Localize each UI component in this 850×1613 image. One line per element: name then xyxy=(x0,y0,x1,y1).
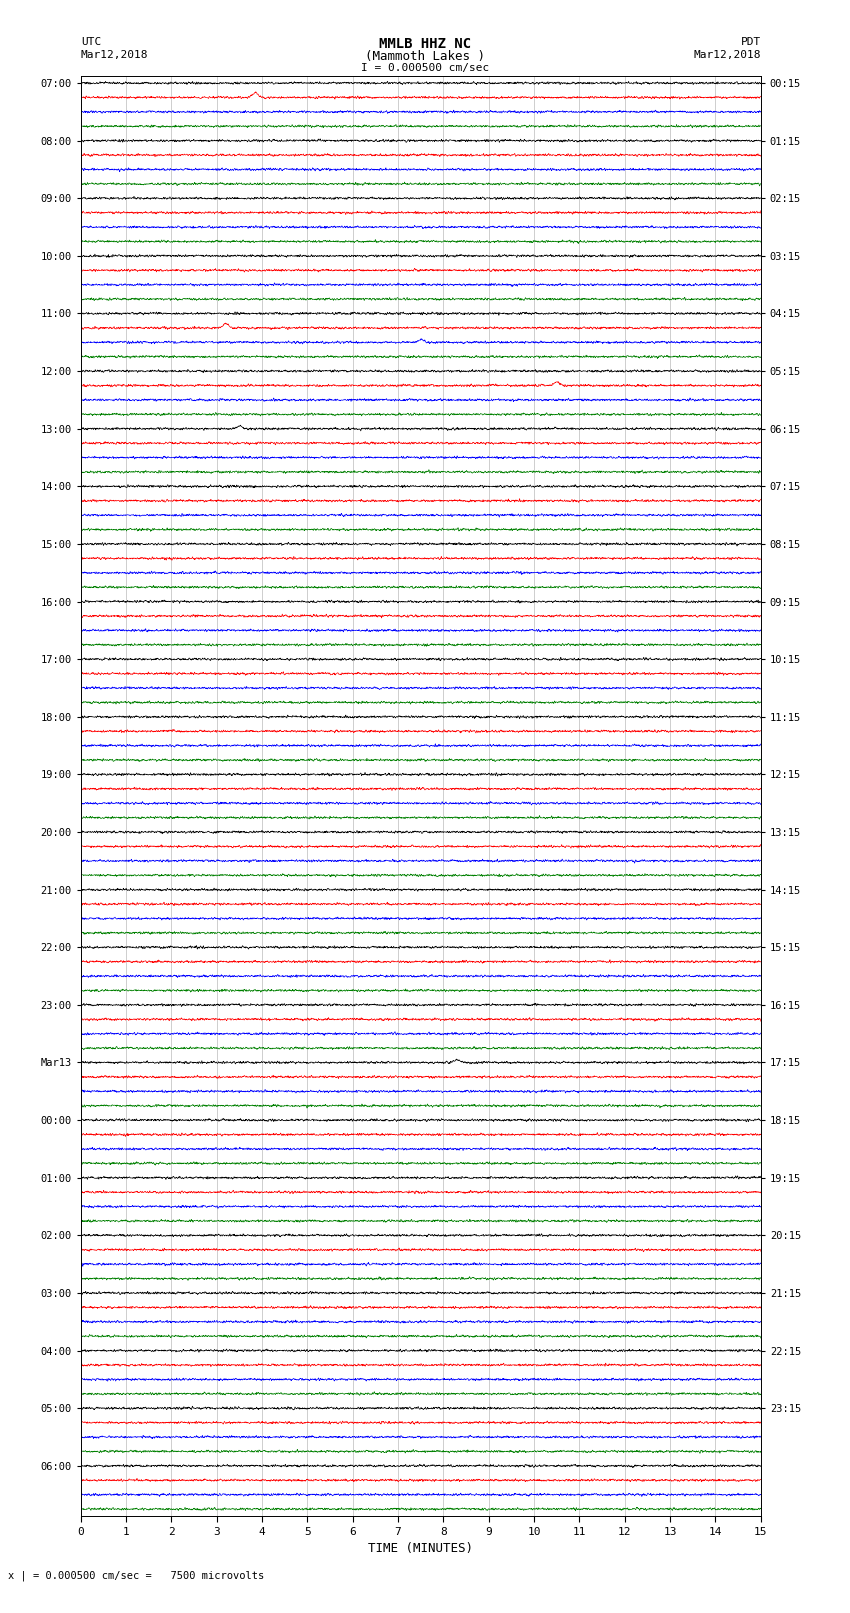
Text: PDT: PDT xyxy=(740,37,761,47)
Text: Mar12,2018: Mar12,2018 xyxy=(81,50,148,60)
Text: MMLB HHZ NC: MMLB HHZ NC xyxy=(379,37,471,52)
Text: x | = 0.000500 cm/sec =   7500 microvolts: x | = 0.000500 cm/sec = 7500 microvolts xyxy=(8,1569,264,1581)
Text: Mar12,2018: Mar12,2018 xyxy=(694,50,761,60)
Text: I = 0.000500 cm/sec: I = 0.000500 cm/sec xyxy=(361,63,489,73)
Text: (Mammoth Lakes ): (Mammoth Lakes ) xyxy=(365,50,485,63)
X-axis label: TIME (MINUTES): TIME (MINUTES) xyxy=(368,1542,473,1555)
Text: UTC: UTC xyxy=(81,37,101,47)
